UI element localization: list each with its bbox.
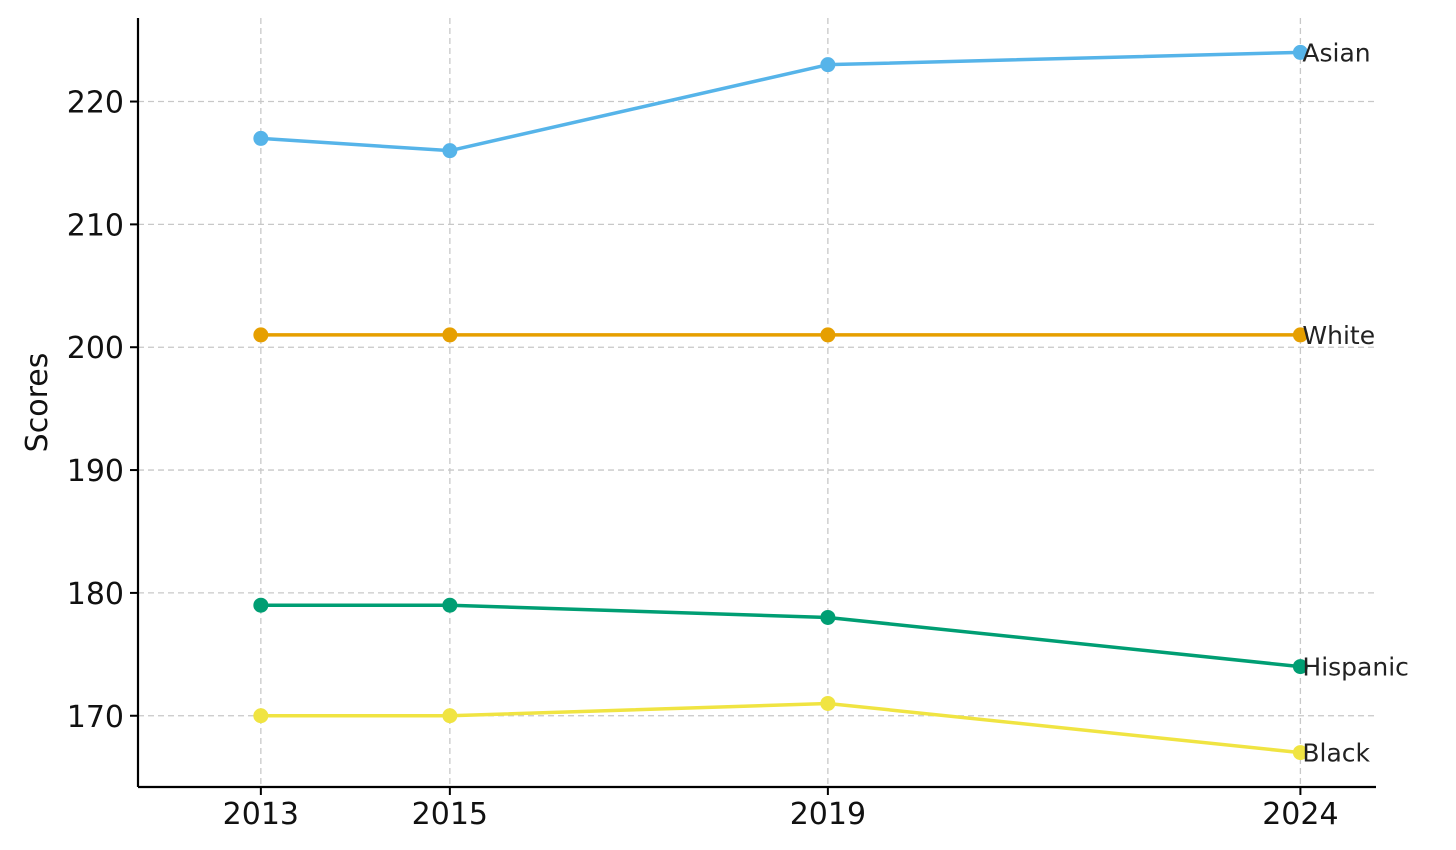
series-label-black: Black — [1302, 739, 1370, 768]
data-point-white-2015 — [442, 327, 458, 343]
series-group: Asian White Hispanic Black — [253, 38, 1409, 768]
data-point-black-2019 — [820, 695, 836, 711]
data-point-hispanic-2015 — [442, 597, 458, 613]
series-line-hispanic — [260, 603, 1301, 669]
data-point-white-2013 — [253, 327, 269, 343]
series-line-asian — [260, 50, 1301, 153]
y-tick-label-190: 190 — [67, 454, 124, 489]
data-point-hispanic-2013 — [253, 597, 269, 613]
y-tick-label-180: 180 — [67, 577, 124, 612]
series-line-black — [260, 701, 1301, 755]
x-tick-label-2024: 2024 — [1262, 797, 1338, 832]
data-point-black-2015 — [442, 708, 458, 724]
x-tick-label-2013: 2013 — [223, 797, 299, 832]
series-hispanic: Hispanic — [253, 597, 1409, 682]
y-axis-title: Scores — [20, 353, 55, 453]
y-tick-label-200: 200 — [67, 331, 124, 366]
series-label-hispanic: Hispanic — [1302, 653, 1409, 682]
data-point-hispanic-2024 — [1292, 659, 1308, 675]
series-white: White — [253, 321, 1375, 350]
data-point-black-2013 — [253, 708, 269, 724]
ticks: 170 180 190 200 210 220 2013 2015 2019 2024 — [67, 86, 1339, 832]
series-black: Black — [253, 695, 1371, 768]
y-tick-label-220: 220 — [67, 86, 124, 121]
data-point-asian-2024 — [1292, 44, 1308, 60]
series-label-white: White — [1302, 321, 1375, 350]
data-point-asian-2019 — [820, 57, 836, 73]
y-tick-label-210: 210 — [67, 208, 124, 243]
series-label-asian: Asian — [1302, 38, 1370, 67]
data-point-hispanic-2019 — [820, 609, 836, 625]
data-point-white-2019 — [820, 327, 836, 343]
grid — [138, 18, 1376, 787]
data-point-asian-2013 — [253, 130, 269, 146]
data-point-asian-2015 — [442, 143, 458, 159]
x-tick-label-2015: 2015 — [412, 797, 488, 832]
axes — [136, 18, 1376, 789]
data-point-white-2024 — [1292, 327, 1308, 343]
x-tick-label-2019: 2019 — [790, 797, 866, 832]
y-tick-label-170: 170 — [67, 700, 124, 735]
data-point-black-2024 — [1292, 745, 1308, 761]
series-asian: Asian — [253, 38, 1371, 159]
